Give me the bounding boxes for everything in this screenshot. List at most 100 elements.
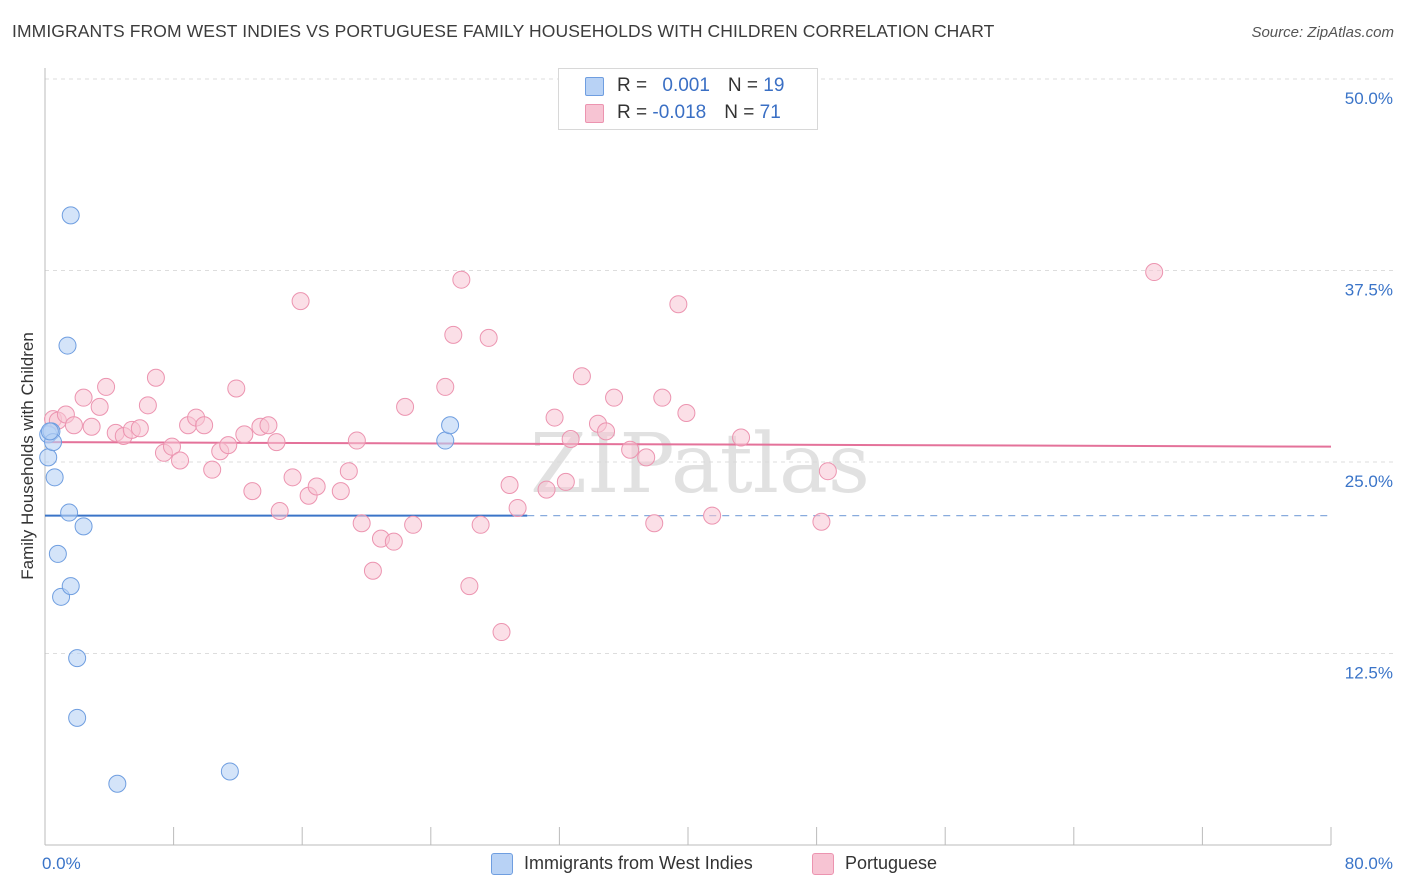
portuguese-point	[500, 475, 519, 494]
portuguese-point	[130, 419, 149, 438]
x-tick-label: 0.0%	[42, 854, 81, 873]
portuguese-point	[138, 396, 157, 415]
portuguese-point	[363, 561, 382, 580]
portuguese-point	[171, 451, 190, 470]
portuguese-point	[732, 428, 751, 447]
west-indies-point	[74, 517, 93, 536]
west-indies-point	[220, 762, 239, 781]
portuguese-point	[203, 460, 222, 479]
stats-legend: R = 0.001 N = 19 R = -0.018 N = 71	[558, 68, 818, 130]
portuguese-point	[669, 295, 688, 314]
west-indies-point	[61, 206, 80, 225]
portuguese-point	[162, 437, 181, 456]
west-indies-point	[45, 468, 64, 487]
west-indies-point	[60, 503, 79, 522]
portuguese-point	[460, 577, 479, 596]
legend-r-label: R =	[617, 102, 653, 123]
west-indies-point	[61, 577, 80, 596]
portuguese-point	[637, 448, 656, 467]
legend-swatch-blue	[585, 77, 604, 96]
legend-r-value: 0.001	[662, 75, 710, 96]
portuguese-point	[479, 328, 498, 347]
portuguese-point	[561, 430, 580, 449]
portuguese-point	[146, 368, 165, 387]
tick-labels: 12.5% 25.0% 37.5% 50.0% 0.0% 80.0%	[42, 89, 1393, 873]
portuguese-point	[90, 397, 109, 416]
portuguese-point	[384, 532, 403, 551]
portuguese-point	[347, 431, 366, 450]
west-indies-point	[58, 336, 77, 355]
portuguese-point	[331, 482, 350, 501]
y-tick-label: 50.0%	[1345, 89, 1393, 108]
y-tick-label: 12.5%	[1345, 664, 1393, 683]
portuguese-point	[444, 325, 463, 344]
west-indies-point	[39, 448, 58, 467]
bottom-legend-swatch-blue	[491, 853, 513, 875]
watermark: ZIPatlas	[530, 417, 870, 512]
portuguese-point	[270, 502, 289, 521]
bottom-legend-swatch-pink	[812, 853, 834, 875]
portuguese-point	[243, 482, 262, 501]
portuguese-point	[545, 408, 564, 427]
portuguese-point	[339, 462, 358, 481]
portuguese-point	[283, 468, 302, 487]
y-tick-label: 25.0%	[1345, 472, 1393, 491]
grid-lines	[45, 78, 1393, 654]
portuguese-point	[1145, 263, 1164, 282]
bottom-legend-label: Immigrants from West Indies	[524, 853, 753, 873]
portuguese-points	[44, 263, 1164, 642]
west-indies-point	[48, 544, 67, 563]
portuguese-point	[219, 436, 238, 455]
portuguese-point	[471, 515, 490, 534]
portuguese-point	[812, 512, 831, 531]
portuguese-point	[291, 292, 310, 311]
portuguese-point	[352, 514, 371, 533]
portuguese-point	[597, 422, 616, 441]
legend-r-value: -0.018	[652, 102, 707, 123]
portuguese-point	[818, 462, 837, 481]
legend-n-label: N =	[727, 75, 764, 96]
west-indies-point	[68, 649, 87, 668]
portuguese-point	[703, 506, 722, 525]
portuguese-point	[259, 416, 278, 435]
portuguese-point	[537, 480, 556, 499]
portuguese-point	[404, 515, 423, 534]
portuguese-point	[452, 270, 471, 289]
legend-n-label: N =	[724, 102, 760, 123]
portuguese-point	[235, 425, 254, 444]
legend-swatch-pink	[585, 104, 604, 123]
west-indies-point	[441, 416, 460, 435]
portuguese-point	[605, 388, 624, 407]
portuguese-point	[645, 514, 664, 533]
west-indies-point	[68, 708, 87, 727]
portuguese-point	[307, 477, 326, 496]
portuguese-point	[82, 417, 101, 436]
portuguese-point	[621, 440, 640, 459]
y-axis-label: Family Households with Children	[18, 332, 37, 580]
portuguese-point	[64, 416, 83, 435]
x-tick-label: 80.0%	[1345, 854, 1393, 873]
west-indies-point	[436, 431, 455, 450]
west-indies-points	[39, 206, 460, 793]
portuguese-point	[653, 388, 672, 407]
portuguese-point	[74, 388, 93, 407]
portuguese-point	[195, 416, 214, 435]
west-indies-point	[108, 774, 127, 793]
portuguese-point	[572, 367, 591, 386]
portuguese-point	[492, 623, 511, 642]
legend-r-label: R =	[617, 75, 653, 96]
chart-title: IMMIGRANTS FROM WEST INDIES VS PORTUGUES…	[12, 21, 995, 41]
portuguese-point	[97, 377, 116, 396]
portuguese-point	[396, 397, 415, 416]
portuguese-point	[556, 472, 575, 491]
source-credit: Source: ZipAtlas.com	[1251, 24, 1394, 41]
portuguese-point	[508, 498, 527, 517]
portuguese-point	[677, 403, 696, 422]
portuguese-point	[436, 377, 455, 396]
portuguese-trend-line	[44, 441, 1332, 448]
legend-n-value: 19	[763, 75, 785, 96]
portuguese-point	[227, 379, 246, 398]
legend-n-value: 71	[759, 102, 781, 123]
portuguese-point	[267, 433, 286, 452]
